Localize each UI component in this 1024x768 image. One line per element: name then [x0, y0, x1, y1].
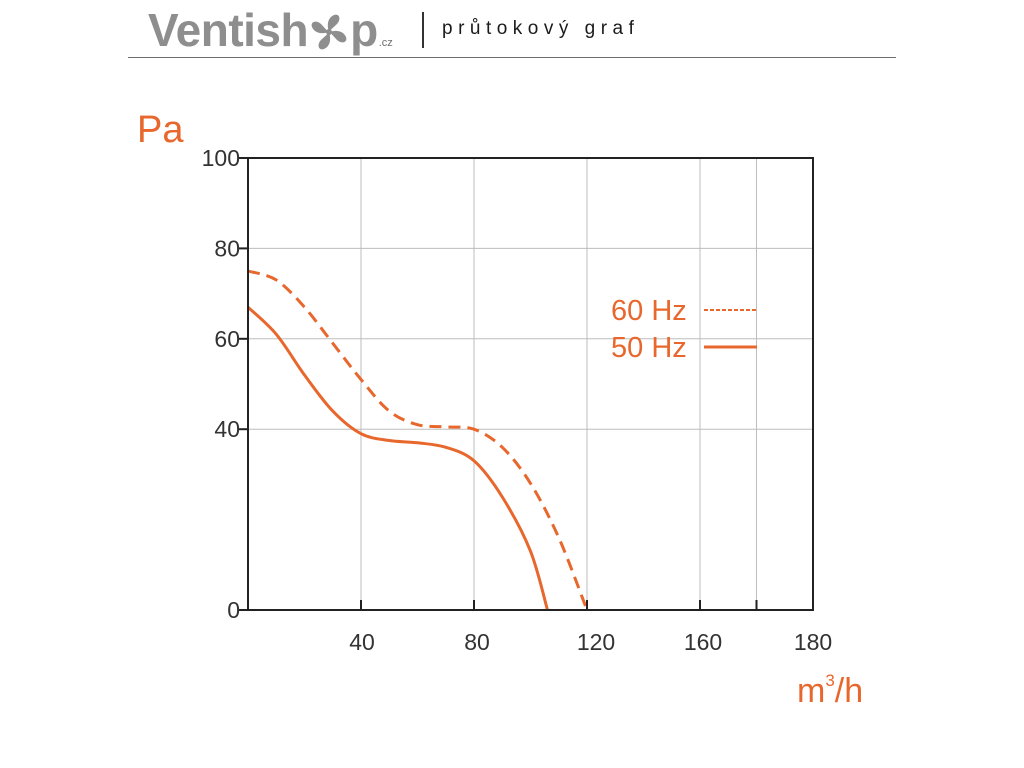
axis-ticks — [238, 157, 758, 611]
fan-icon — [311, 14, 347, 50]
y-tick-label-1: 40 — [214, 416, 240, 442]
y-axis-label: Pa — [137, 109, 184, 151]
x-axis-label-sup: 3 — [825, 671, 834, 690]
x-axis-label-tail: /h — [835, 672, 863, 710]
y-tick-label-0: 0 — [227, 597, 240, 623]
page-subtitle: průtokový graf — [442, 18, 640, 39]
y-tick-label-4: 100 — [202, 145, 240, 171]
logo-text-start: Ventish — [148, 4, 309, 56]
x-tick-label-0: 40 — [349, 629, 375, 655]
logo[interactable]: Ventish p.cz — [148, 4, 393, 69]
logo-tld: .cz — [378, 37, 393, 49]
series-line-solid — [246, 306, 549, 611]
x-tick-label-4: 180 — [794, 629, 832, 655]
legend-label-0: 60 Hz — [611, 295, 687, 327]
logo-text-end: p — [350, 4, 378, 56]
chart-series — [246, 269, 589, 611]
tick-labels: 0 40 60 80 100 40 80 120 160 180 — [202, 145, 833, 655]
x-axis-label: m3/h — [797, 671, 863, 710]
chart-grid — [248, 158, 813, 610]
legend-label-1: 50 Hz — [611, 332, 687, 364]
series-line-dashed — [247, 269, 589, 611]
legend: 60 Hz 50 Hz — [611, 295, 757, 364]
plot-frame — [247, 157, 814, 611]
x-axis-label-base: m — [797, 672, 825, 710]
x-tick-label-3: 160 — [684, 629, 722, 655]
logo-divider — [422, 12, 424, 48]
y-tick-label-2: 60 — [214, 326, 240, 352]
x-tick-label-2: 120 — [577, 629, 615, 655]
y-tick-label-3: 80 — [214, 235, 240, 261]
x-tick-label-1: 80 — [464, 629, 490, 655]
header: Ventish p.cz průtokový graf — [128, 0, 896, 58]
